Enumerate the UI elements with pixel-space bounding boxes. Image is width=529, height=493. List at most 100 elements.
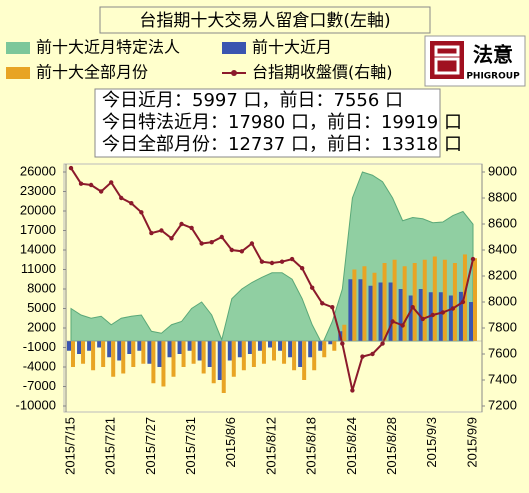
bar	[107, 341, 112, 358]
bar	[227, 341, 232, 361]
y-tick-label: -1000	[23, 339, 56, 354]
bar	[207, 341, 212, 367]
annotation: 今日特法近月：17980 口，前日：19919 口	[102, 112, 462, 133]
y2-tick-label: 7400	[488, 371, 517, 386]
point	[229, 247, 234, 253]
x-tick-label: 2015/9/3	[424, 417, 439, 468]
bar	[261, 341, 266, 364]
y-tick-label: 17000	[20, 222, 56, 237]
legend-swatch	[6, 67, 30, 79]
point	[249, 241, 255, 246]
y-tick-label: -7000	[23, 378, 56, 393]
bar	[251, 341, 256, 367]
point	[320, 301, 325, 306]
annotation-box	[94, 88, 441, 158]
point	[219, 234, 224, 240]
bar	[121, 341, 126, 374]
bar	[278, 341, 283, 351]
point	[88, 182, 94, 188]
point	[310, 285, 315, 290]
bar	[473, 258, 477, 341]
y2-tick-label: 8400	[488, 241, 517, 256]
bar	[181, 341, 186, 367]
point	[370, 351, 375, 357]
bar	[372, 272, 377, 341]
y-tick-label: 20000	[20, 202, 56, 217]
bar	[362, 266, 367, 341]
y-tick-label: 11000	[21, 261, 56, 276]
point	[299, 266, 305, 271]
bar	[452, 263, 457, 341]
bar	[382, 263, 387, 341]
point	[460, 299, 466, 305]
logo-glyph	[434, 45, 460, 75]
y2-tick-label: 8000	[488, 293, 517, 308]
point	[109, 180, 114, 185]
bar	[151, 341, 156, 384]
x-tick-label: 2015/7/27	[143, 417, 158, 475]
bar	[298, 341, 303, 367]
bar	[161, 341, 166, 387]
bar	[247, 341, 252, 354]
bar	[268, 341, 272, 348]
point	[239, 249, 245, 254]
x-tick-label: 2015/8/28	[384, 417, 399, 475]
bar	[131, 341, 136, 367]
bar	[348, 279, 353, 341]
bar	[328, 341, 333, 345]
point	[420, 316, 425, 322]
bar	[448, 295, 453, 341]
bar	[288, 341, 293, 358]
bar	[332, 341, 337, 351]
point	[350, 388, 355, 393]
point	[340, 341, 345, 346]
point	[189, 225, 194, 231]
x-tick-label: 2015/8/24	[344, 417, 359, 475]
logo-text: 法意	[473, 43, 513, 67]
point	[450, 306, 456, 311]
bar	[432, 256, 437, 341]
bar	[81, 341, 86, 364]
point	[139, 210, 144, 215]
point	[169, 236, 174, 241]
bar	[191, 341, 196, 364]
bar	[67, 341, 71, 351]
point	[360, 354, 365, 359]
bar	[322, 341, 327, 358]
point	[179, 221, 184, 227]
bar	[111, 341, 116, 377]
y-tick-label: -4000	[23, 358, 56, 373]
y-tick-label: 14000	[20, 241, 56, 256]
point	[119, 195, 124, 201]
bar	[257, 341, 262, 351]
point	[68, 165, 74, 171]
point	[159, 228, 164, 233]
bar	[147, 341, 152, 364]
bar	[167, 341, 172, 358]
point	[410, 305, 415, 310]
x-tick-label: 2015/8/12	[263, 417, 278, 475]
y2-tick-label: 9000	[488, 163, 517, 178]
y-tick-label: 2000	[27, 319, 56, 334]
y2-tick-label: 8600	[488, 215, 517, 230]
point	[98, 189, 104, 194]
bar	[438, 292, 443, 341]
y2-tick-label: 7600	[488, 345, 517, 360]
point	[259, 259, 265, 264]
bar	[352, 269, 357, 341]
point	[470, 256, 476, 262]
bar	[187, 341, 192, 351]
legend-swatch	[222, 42, 246, 54]
point	[129, 201, 134, 206]
bar	[302, 341, 307, 380]
bar	[272, 341, 276, 361]
bar	[312, 341, 317, 371]
bar	[91, 341, 96, 371]
bar	[221, 341, 226, 393]
legend-label: 前十大近月特定法人	[36, 38, 180, 57]
bar	[157, 341, 162, 367]
point	[209, 240, 214, 245]
point	[330, 305, 335, 310]
